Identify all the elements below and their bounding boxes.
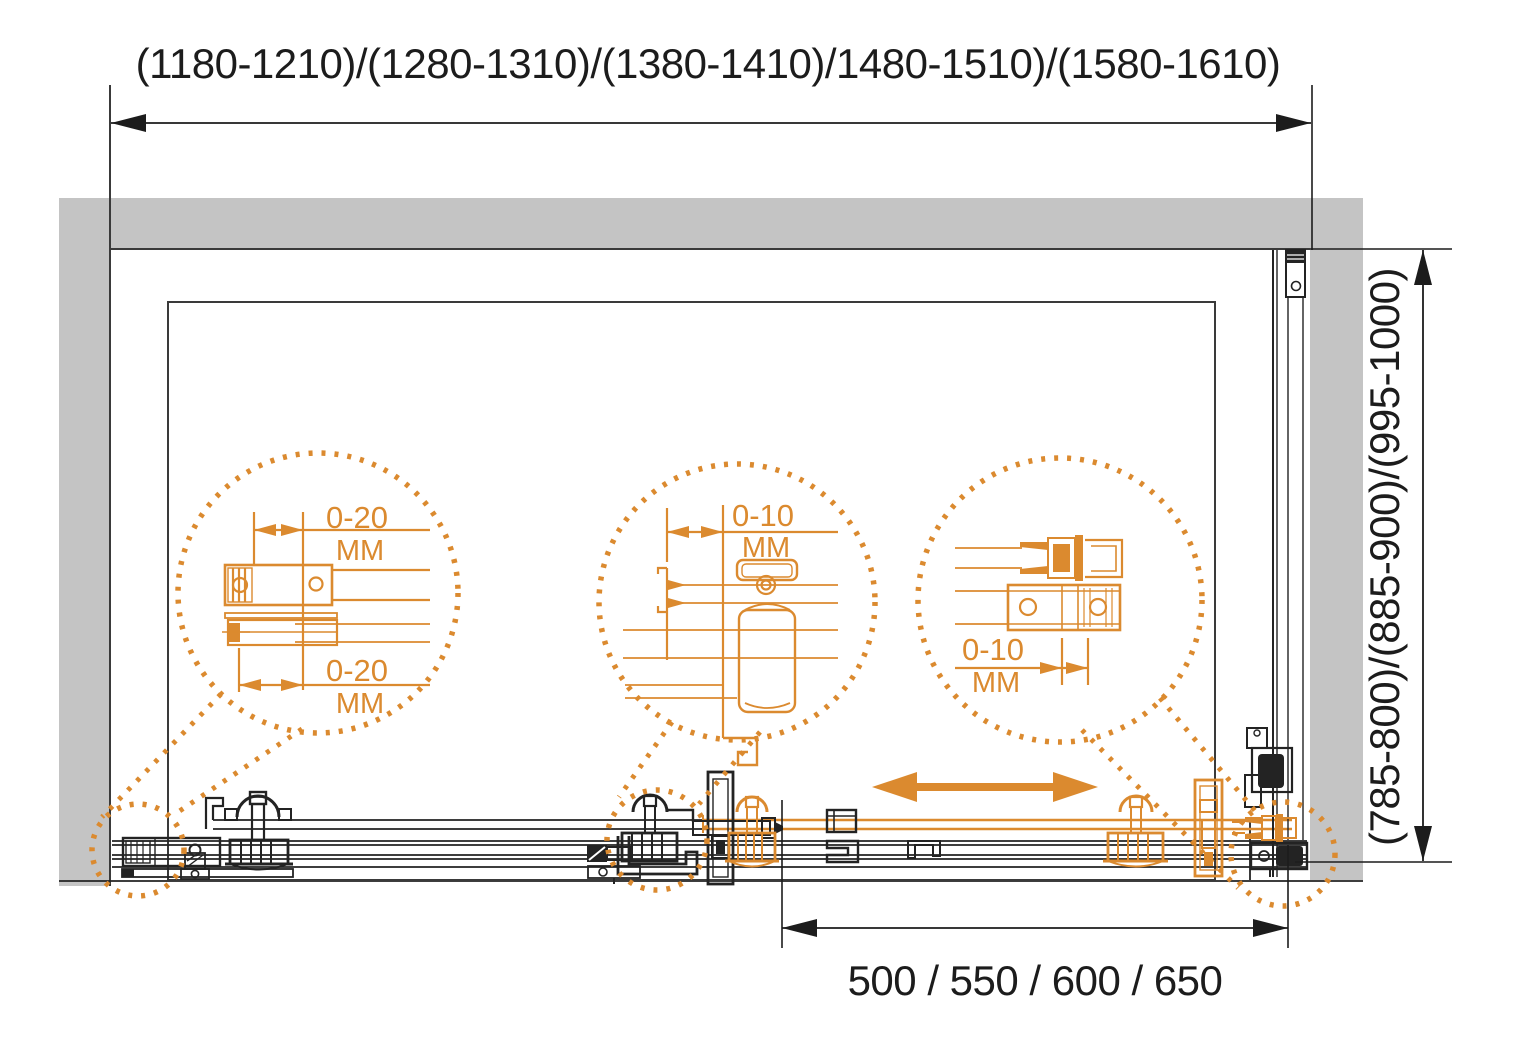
callout-left-bottom-unit: MM [336,688,384,720]
detail-circle [915,455,1205,745]
top-width-label: (1180-1210)/(1280-1310)/(1380-1410)/1480… [136,40,1281,87]
detail-callout-left: 0-20 MM 0-20 MM [89,450,461,899]
bottom-dimension: 500 / 550 / 600 / 650 [781,800,1289,1004]
roller-left [224,790,293,871]
source-circle [89,801,187,899]
door-edge-profile [1193,778,1224,878]
roller-orange-right [1103,794,1168,868]
source-circle [604,787,710,893]
detail-callout-middle: 0-10 MM [596,461,878,893]
right-arrowhead [1253,919,1288,937]
left-clamp [180,852,210,880]
top-dimension: (1180-1210)/(1280-1310)/(1380-1410)/1480… [111,40,1313,250]
callout-left-top-unit: MM [336,535,384,567]
right-height-label: (785-800)/(885-900)/(995-1000) [1361,268,1408,846]
callout-right-value: 0-10 [962,632,1024,667]
stopper-piece [825,808,860,864]
left-wall [59,198,110,886]
left-arrowhead [782,919,817,937]
right-dimension: (785-800)/(885-900)/(995-1000) [1295,248,1452,863]
callout-left-bottom-value: 0-20 [326,653,388,688]
right-arrowhead [1276,114,1311,132]
rail-left-hook [204,796,225,829]
right-corner-profile [1244,249,1309,877]
detail-circle [596,461,878,743]
detail-circle [175,450,461,736]
walls [59,198,1363,886]
top-wall [59,198,1363,248]
left-wall-bracket [121,836,294,878]
connector-arm [692,817,783,839]
up-arrowhead [1414,250,1432,285]
right-wall [1310,248,1363,880]
slide-direction-arrow [872,772,1098,802]
down-arrowhead [1414,826,1432,861]
left-arrowhead [111,114,146,132]
callout-middle-unit: MM [742,532,790,564]
callout-left-top-value: 0-20 [326,500,388,535]
roller-middle [616,793,699,876]
detail-callout-right: 0-10 MM [915,455,1338,909]
callout-middle-value: 0-10 [732,498,794,533]
bottom-track-label: 500 / 550 / 600 / 650 [848,957,1223,1004]
source-circle [1228,799,1338,909]
roller-orange-left [725,795,779,868]
callout-right-unit: MM [972,667,1020,699]
bumper-bracket [907,840,941,859]
track-components-fixed [121,249,1309,886]
slide-arrow-left-head [872,772,917,802]
slide-arrow-right-head [1053,772,1098,802]
